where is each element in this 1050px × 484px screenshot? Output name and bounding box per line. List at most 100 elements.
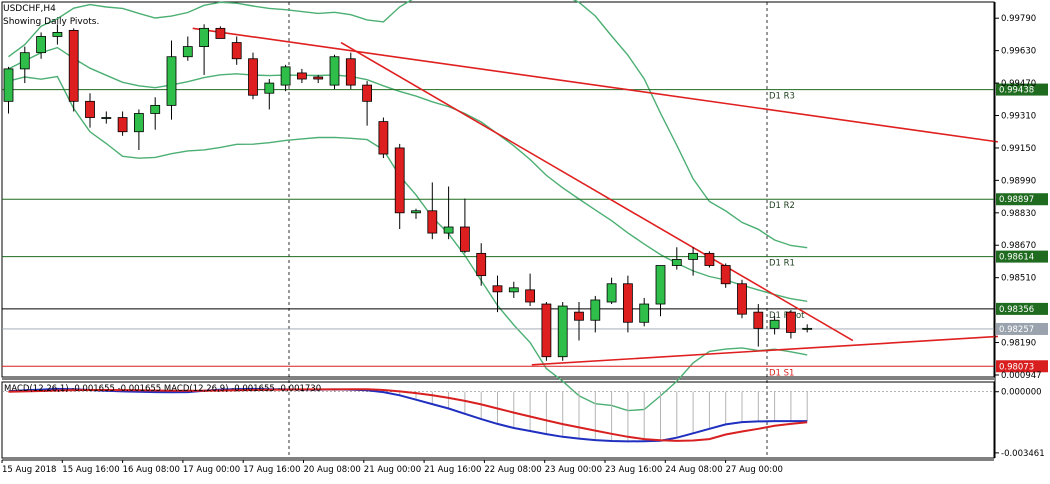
- candle-body-29: [476, 252, 487, 277]
- candle-body-18: [296, 72, 307, 80]
- pivot-label-4: D1 S1: [769, 368, 794, 378]
- candle-body-47: [769, 319, 780, 329]
- candle-body-0: [3, 68, 14, 102]
- trendlines-layer: [192, 27, 999, 366]
- candle-body-37: [606, 283, 617, 303]
- candle-body-31: [508, 287, 519, 293]
- time-tick-label-3: 17 Aug 00:00: [183, 465, 240, 475]
- price-tick-label-2: 0.99470: [1001, 79, 1036, 89]
- axis-layer: 0.99790 0.99630 0.99470 0.99310 0.99150 0.989…: [1, 2, 1045, 475]
- pivot-price-tag-text-0: 0.99438: [999, 86, 1034, 96]
- trendline-upper-long: [192, 27, 999, 143]
- price-tick-label-0: 0.99790: [1001, 14, 1036, 24]
- pivot-label-0: D1 R3: [769, 92, 795, 102]
- candle-body-35: [574, 311, 584, 321]
- price-tick-label-3: 0.99310: [1001, 112, 1036, 122]
- candle-body-12: [199, 27, 210, 47]
- candle-body-21: [345, 58, 356, 86]
- trendline-descending: [340, 41, 854, 342]
- bollinger-lower-band: [8, 75, 808, 412]
- time-tick-label-10: 23 Aug 16:00: [605, 465, 662, 475]
- price-tick-label-5: 0.98990: [1001, 176, 1036, 186]
- price-tick-label-8: 0.98510: [1001, 274, 1036, 284]
- candle-body-13: [215, 27, 226, 39]
- candle-body-17: [280, 66, 291, 86]
- candle-body-6: [101, 117, 112, 119]
- pivot-price-tag-0: [996, 83, 1048, 96]
- candle-body-4: [68, 29, 79, 102]
- candle-body-15: [248, 58, 258, 96]
- candle-body-25: [411, 210, 421, 214]
- time-tick-label-5: 20 Aug 08:00: [304, 465, 361, 475]
- candle-body-10: [166, 56, 177, 106]
- time-tick-label-6: 21 Aug 00:00: [364, 465, 421, 475]
- candle-body-36: [590, 299, 601, 321]
- main-pane-frame: [1, 1, 995, 378]
- current-price-tag-text: 0.98257: [999, 325, 1034, 335]
- candle-body-3: [52, 32, 63, 37]
- pivot-label-2: D1 R1: [769, 259, 795, 269]
- price-tick-label-6: 0.98830: [1001, 209, 1036, 219]
- candle-body-32: [525, 289, 535, 303]
- macd-layer: MACD(12,26,1) -0.001655 -0.001655 MACD(1…: [2, 384, 994, 443]
- candle-body-22: [362, 84, 373, 102]
- candle-body-28: [459, 226, 470, 252]
- price-tick-label-4: 0.99150: [1001, 144, 1036, 154]
- macd-legend: MACD(12,26,1) -0.001655 -0.001655 MACD(1…: [4, 384, 321, 394]
- candle-body-44: [720, 265, 731, 285]
- candle-body-24: [394, 147, 405, 214]
- candle-body-11: [182, 46, 193, 58]
- candle-body-39: [639, 303, 650, 323]
- time-tick-label-11: 24 Aug 08:00: [665, 465, 722, 475]
- pivot-price-tag-1: [996, 193, 1048, 206]
- time-tick-label-7: 21 Aug 16:00: [424, 465, 481, 475]
- macd-main-line: [8, 387, 808, 443]
- candle-body-1: [19, 52, 30, 70]
- candle-body-30: [492, 285, 503, 293]
- time-tick-label-9: 23 Aug 00:00: [545, 465, 602, 475]
- time-tick-label-4: 17 Aug 16:00: [243, 465, 300, 475]
- bollinger-upper-band: [8, 0, 808, 249]
- time-tick-label-8: 22 Aug 08:00: [484, 465, 541, 475]
- pivot-price-tag-text-2: 0.98614: [999, 253, 1034, 263]
- trendline-support: [531, 335, 998, 366]
- candle-body-20: [329, 56, 340, 86]
- candle-body-26: [427, 210, 438, 234]
- time-tick-label-2: 16 Aug 08:00: [123, 465, 180, 475]
- candle-body-34: [557, 305, 568, 358]
- candles-layer: [3, 24, 813, 361]
- candle-body-40: [655, 265, 666, 305]
- candle-body-33: [541, 303, 552, 358]
- chart-indicator-label: Showing Daily Pivots.: [3, 17, 100, 27]
- candle-body-2: [36, 36, 46, 54]
- macd-tick-label-1: 0.000000: [1001, 388, 1042, 398]
- time-tick-label-0: 15 Aug 2018: [2, 465, 56, 475]
- candle-body-49: [802, 327, 813, 330]
- price-tick-label-7: 0.98670: [1001, 241, 1036, 251]
- candle-body-45: [737, 283, 747, 315]
- candle-body-41: [671, 259, 682, 266]
- candle-body-48: [786, 311, 796, 333]
- time-tick-label-12: 27 Aug 00:00: [726, 465, 783, 475]
- candle-body-23: [378, 121, 389, 155]
- pivot-price-tag-text-1: 0.98897: [999, 195, 1034, 205]
- candle-body-5: [85, 100, 95, 118]
- candle-body-19: [313, 76, 324, 80]
- candle-body-14: [231, 42, 242, 60]
- candle-body-42: [688, 252, 698, 260]
- macd-tick-label-2: -0.003461: [1001, 449, 1045, 459]
- price-tick-label-9: 0.98190: [1001, 339, 1036, 349]
- macd-tick-label-0: 0.000947: [1001, 371, 1042, 381]
- time-tick-label-1: 15 Aug 16:00: [62, 465, 119, 475]
- candle-body-8: [133, 113, 144, 133]
- pivot-label-1: D1 R2: [769, 201, 795, 211]
- candle-body-43: [704, 252, 715, 266]
- candle-body-7: [117, 117, 128, 133]
- candle-body-38: [623, 283, 633, 323]
- pivot-price-tag-text-3: 0.98356: [999, 305, 1034, 315]
- candle-body-46: [753, 311, 764, 329]
- candle-body-16: [264, 82, 275, 94]
- chart-symbol-label: USDCHF,H4: [3, 4, 56, 14]
- current-price-tag: [996, 322, 1048, 335]
